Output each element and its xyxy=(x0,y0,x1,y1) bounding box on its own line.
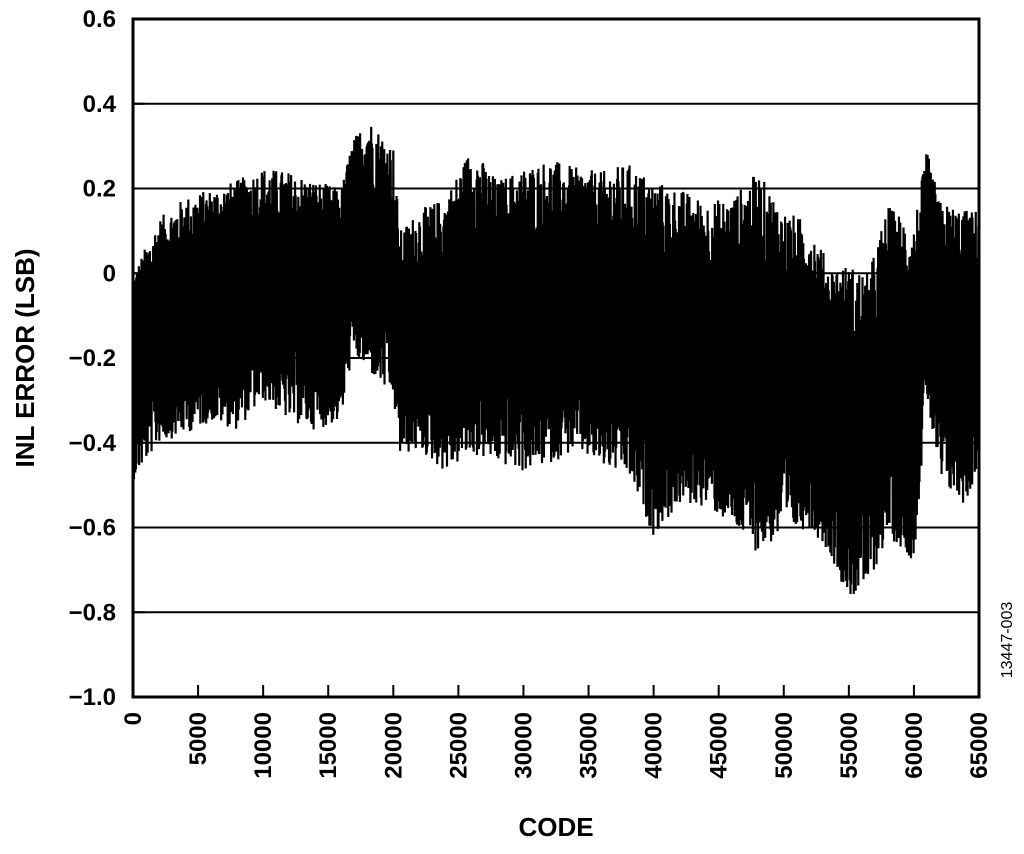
y-tick-label-7: 0.4 xyxy=(83,91,117,118)
x-tick-label-0: 0 xyxy=(120,712,147,725)
y-tick-label-4: −0.2 xyxy=(69,345,116,372)
x-tick-labels: 0 5000 10000 15000 20000 25000 30000 35000 40000… xyxy=(120,712,993,779)
y-tick-label-2: −0.6 xyxy=(69,515,116,542)
series-inl-error xyxy=(131,126,981,595)
x-tick-label-12: 60000 xyxy=(901,712,928,779)
figure-id: 13447-003 xyxy=(999,602,1016,679)
y-tick-labels: −1.0 −0.8 −0.6 −0.4 −0.2 0 0.2 0.4 0.6 xyxy=(69,6,117,711)
x-tick-label-1: 5000 xyxy=(185,712,212,765)
x-tick-label-7: 35000 xyxy=(576,712,603,779)
x-tick-label-9: 45000 xyxy=(706,712,733,779)
x-tick-label-3: 15000 xyxy=(315,712,342,779)
y-tick-label-8: 0.6 xyxy=(83,6,116,33)
y-axis-title: INL ERROR (LSB) xyxy=(10,248,40,467)
x-tick-label-13: 65000 xyxy=(966,712,993,779)
y-tick-label-0: −1.0 xyxy=(69,684,116,711)
y-tick-label-1: −0.8 xyxy=(69,599,116,626)
x-tick-label-6: 30000 xyxy=(510,712,537,779)
x-tick-label-5: 25000 xyxy=(445,712,472,779)
x-tick-label-8: 40000 xyxy=(641,712,668,779)
y-tick-label-5: 0 xyxy=(103,260,116,287)
x-tick-label-11: 55000 xyxy=(836,712,863,779)
x-axis-title: CODE xyxy=(518,812,593,842)
x-tick-label-10: 50000 xyxy=(771,712,798,779)
y-tick-label-6: 0.2 xyxy=(83,176,116,203)
x-tick-label-2: 10000 xyxy=(250,712,277,779)
axis-ticks xyxy=(132,18,980,698)
series-line xyxy=(131,126,981,595)
y-tick-label-3: −0.4 xyxy=(69,430,117,457)
x-tick-label-4: 20000 xyxy=(380,712,407,779)
